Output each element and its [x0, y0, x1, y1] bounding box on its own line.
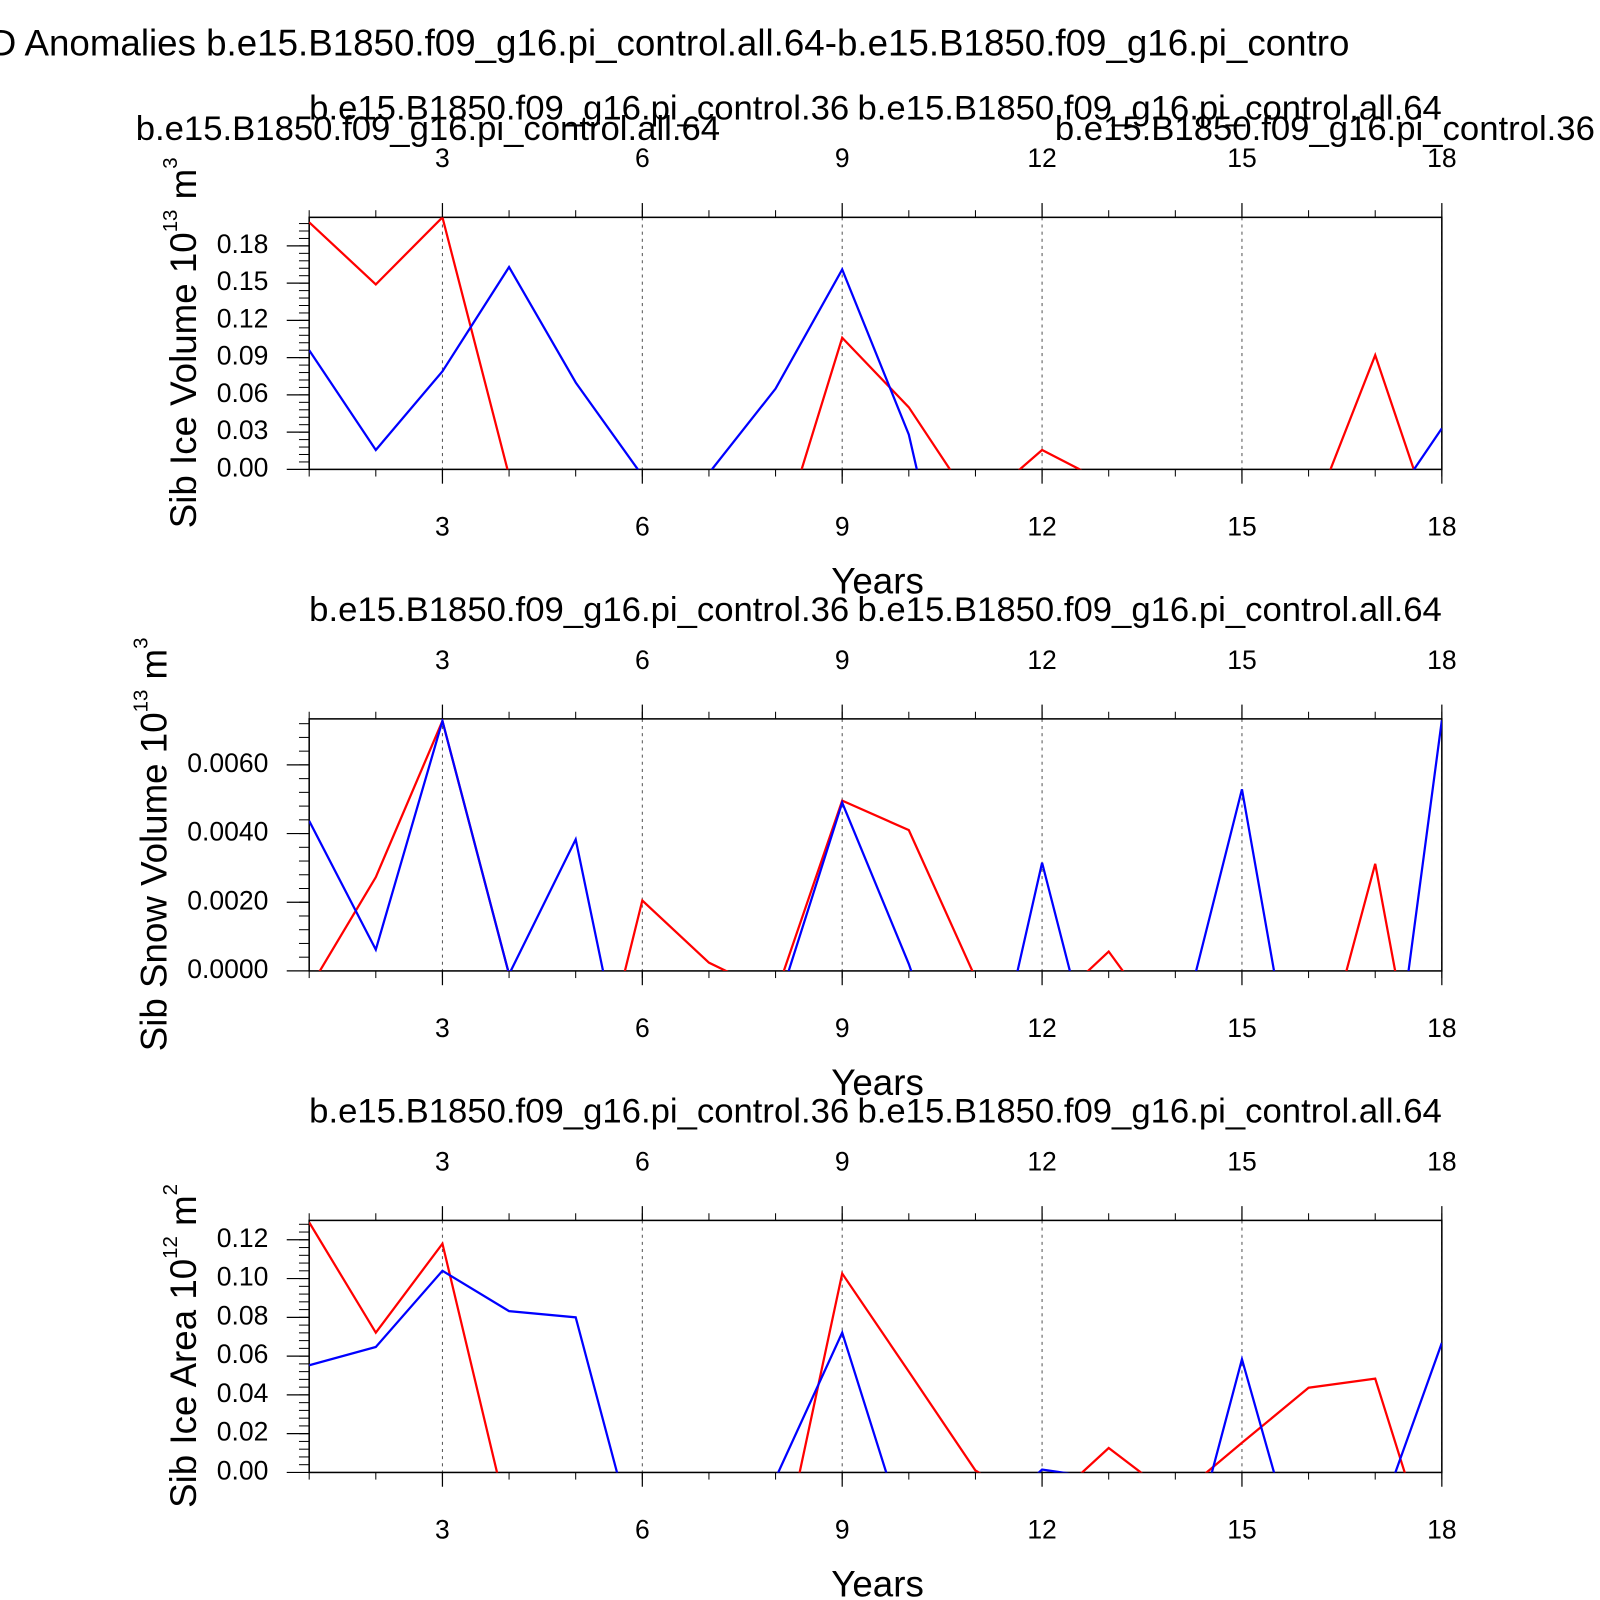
legend-label: b.e15.B1850.f09_g16.pi_control.all.64: [136, 110, 720, 148]
plot-frame: [308, 718, 1443, 972]
x-tick-label-top: 9: [835, 1146, 850, 1176]
x-tick-label: 18: [1427, 1013, 1457, 1043]
y-axis-label-exponent: 3: [160, 157, 182, 168]
x-tick-label-top: 12: [1027, 645, 1057, 675]
x-tick-label-top: 3: [435, 1146, 450, 1176]
x-tick-label-top: 15: [1227, 645, 1257, 675]
y-tick-label: 0.00: [217, 452, 269, 482]
x-tick-label-top: 3: [435, 645, 450, 675]
x-tick-label-top: 12: [1027, 1146, 1057, 1176]
y-tick-label: 0.09: [217, 341, 269, 371]
y-axis-label-exponent: 3: [131, 638, 153, 649]
x-tick-label: 15: [1227, 1515, 1257, 1545]
x-tick-label-top: 15: [1227, 143, 1257, 173]
y-axis-label-exponent: 12: [160, 1236, 182, 1259]
legend-label: b.e15.B1850.f09_g16.pi_control.36: [309, 89, 849, 127]
x-tick-label-top: 9: [835, 143, 850, 173]
plot-frame: [308, 216, 1443, 471]
y-axis-label-part: m: [133, 649, 174, 690]
y-tick-label: 0.18: [217, 229, 269, 259]
x-tick-label: 6: [635, 512, 650, 542]
x-tick-label: 15: [1227, 1013, 1257, 1043]
x-tick-label: 9: [835, 1515, 850, 1545]
x-tick-label-top: 18: [1427, 143, 1457, 173]
y-axis-label-part: Sib Snow Volume 10: [133, 712, 174, 1051]
x-axis-label: Years: [831, 560, 924, 601]
x-tick-label: 3: [435, 1515, 450, 1545]
y-tick-label: 0.08: [217, 1300, 269, 1330]
y-tick-label: 0.00: [217, 1455, 269, 1485]
x-tick-label: 15: [1227, 512, 1257, 542]
y-tick-label: 0.12: [217, 303, 269, 333]
x-tick-label-top: 18: [1427, 645, 1457, 675]
y-axis-label: Sib Snow Volume 1013 m3: [131, 638, 175, 1052]
x-tick-label: 18: [1427, 512, 1457, 542]
y-axis-label-exponent: 2: [160, 1184, 182, 1195]
y-tick-label: 0.0000: [187, 954, 268, 984]
y-axis-label: Sib Ice Volume 1013 m3: [160, 157, 204, 528]
y-tick-label: 0.0020: [187, 885, 268, 915]
x-tick-label-top: 6: [635, 143, 650, 173]
x-tick-label-top: 6: [635, 1146, 650, 1176]
y-tick-label: 0.12: [217, 1223, 269, 1253]
y-tick-label: 0.03: [217, 415, 269, 445]
y-axis-label-part: Sib Ice Volume 10: [163, 232, 204, 528]
y-tick-label: 0.15: [217, 266, 269, 296]
chart-title: D Anomalies b.e15.B1850.f09_g16.pi_contr…: [0, 23, 1349, 64]
x-tick-label: 9: [835, 1013, 850, 1043]
y-tick-label: 0.02: [217, 1417, 269, 1447]
x-tick-label: 12: [1027, 1013, 1057, 1043]
series-line: [309, 264, 1442, 470]
x-tick-label-top: 18: [1427, 1146, 1457, 1176]
y-axis-label-exponent: 13: [131, 690, 153, 713]
y-axis-label: Sib Ice Area 1012 m2: [160, 1184, 204, 1508]
x-tick-label: 12: [1027, 1515, 1057, 1545]
legend-label: b.e15.B1850.f09_g16.pi_control.36: [1055, 110, 1595, 148]
x-tick-label-top: 12: [1027, 143, 1057, 173]
series-line: [309, 1221, 1406, 1473]
x-tick-label: 18: [1427, 1515, 1457, 1545]
x-tick-label-top: 15: [1227, 1146, 1257, 1176]
x-tick-label-top: 9: [835, 645, 850, 675]
x-tick-label: 12: [1027, 512, 1057, 542]
x-tick-label: 6: [635, 1515, 650, 1545]
series-line: [309, 718, 1442, 971]
legend-label: b.e15.B1850.f09_g16.pi_control.36: [309, 591, 849, 629]
x-axis-label: Years: [831, 1563, 924, 1600]
y-axis-label-part: m: [163, 1195, 204, 1236]
legend-label: b.e15.B1850.f09_g16.pi_control.all.64: [857, 1092, 1441, 1130]
y-axis-label-part: m: [163, 169, 204, 210]
y-tick-label: 0.0060: [187, 748, 268, 778]
y-tick-label: 0.06: [217, 1339, 269, 1369]
y-axis-label-part: Sib Ice Area 10: [163, 1259, 204, 1508]
y-tick-label: 0.0040: [187, 817, 268, 847]
series-line: [309, 217, 1415, 470]
plot-frame: [308, 1219, 1443, 1474]
legend-label: b.e15.B1850.f09_g16.pi_control.36: [309, 1092, 849, 1130]
legend-label: b.e15.B1850.f09_g16.pi_control.all.64: [857, 591, 1441, 629]
y-axis-label-exponent: 13: [160, 210, 182, 233]
y-tick-label: 0.06: [217, 378, 269, 408]
x-tick-label-top: 6: [635, 645, 650, 675]
x-tick-label: 9: [835, 512, 850, 542]
series-line: [309, 1269, 1442, 1473]
x-axis-label: Years: [831, 1062, 924, 1103]
x-tick-label: 3: [435, 512, 450, 542]
y-tick-label: 0.10: [217, 1262, 269, 1292]
x-tick-label: 3: [435, 1013, 450, 1043]
x-tick-label: 6: [635, 1013, 650, 1043]
x-tick-label-top: 3: [435, 143, 450, 173]
y-tick-label: 0.04: [217, 1378, 269, 1408]
legend-label: b.e15.B1850.f09_g16.pi_control.all.64: [857, 89, 1441, 127]
